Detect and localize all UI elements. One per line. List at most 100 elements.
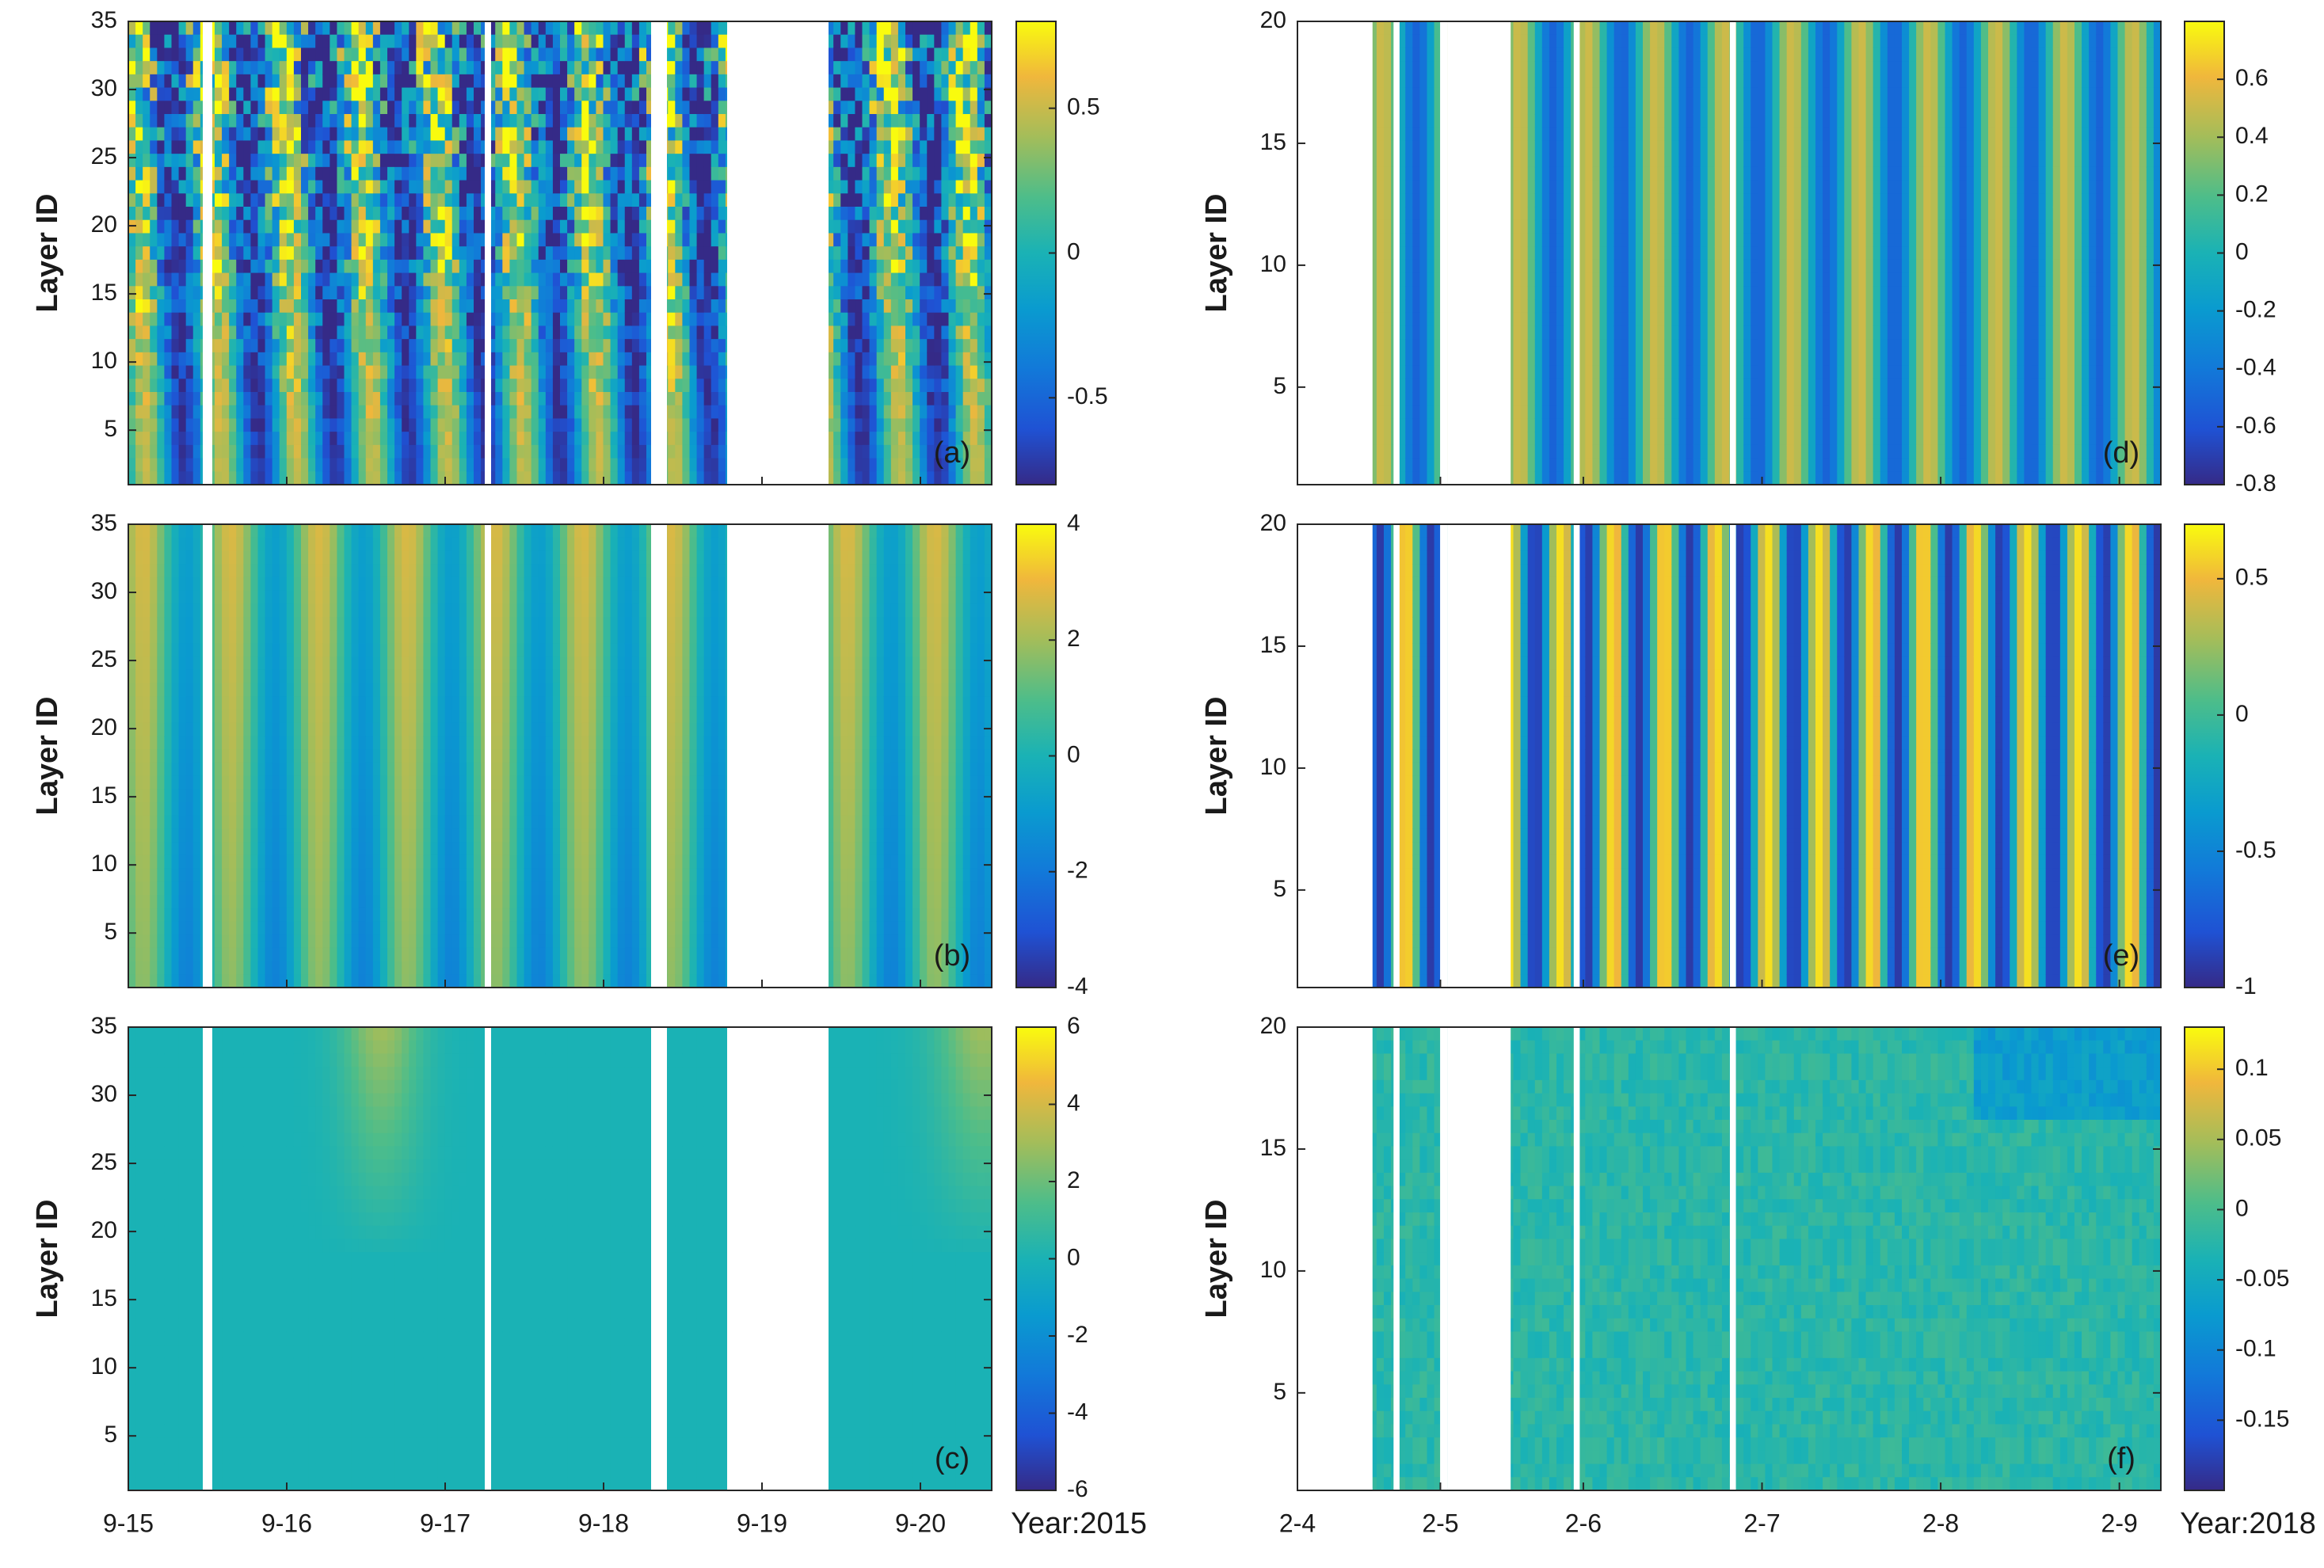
- heatmap-cell: [265, 802, 273, 816]
- heatmap-cell: [178, 74, 187, 89]
- heatmap-cell: [531, 246, 539, 261]
- heatmap-cell: [970, 166, 978, 181]
- heatmap-cell: [243, 524, 252, 539]
- heatmap-cell: [243, 828, 252, 843]
- heatmap-cell: [567, 259, 575, 274]
- heatmap-cell: [143, 815, 150, 830]
- heatmap-cell: [236, 749, 244, 763]
- heatmap-cell: [178, 736, 187, 750]
- heatmap-cell: [524, 418, 532, 432]
- heatmap-cell: [358, 154, 367, 168]
- heatmap-cell: [970, 193, 978, 207]
- heatmap-cell: [509, 405, 518, 420]
- heatmap-cell: [638, 259, 647, 274]
- heatmap-cell: [977, 432, 985, 446]
- heatmap-cell: [466, 34, 474, 49]
- heatmap-cell: [876, 432, 885, 446]
- heatmap-cell: [920, 325, 928, 340]
- heatmap-cell: [840, 444, 848, 459]
- heatmap-cell: [229, 657, 237, 671]
- heatmap-cell: [215, 259, 223, 274]
- heatmap-cell: [322, 286, 330, 300]
- heatmap-cell: [955, 246, 964, 261]
- heatmap-cell: [222, 48, 230, 62]
- heatmap-cell: [970, 312, 978, 327]
- heatmap-cell: [848, 101, 856, 115]
- heatmap-cell: [135, 180, 143, 194]
- heatmap-cell: [531, 458, 539, 472]
- heatmap-cell: [250, 974, 259, 988]
- heatmap-cell: [912, 48, 920, 62]
- heatmap-cell: [171, 286, 180, 300]
- heatmap-cell: [596, 101, 604, 115]
- heatmap-cell: [869, 101, 878, 115]
- heatmap-cell: [596, 21, 604, 36]
- heatmap-cell: [927, 286, 935, 300]
- heatmap-cell: [897, 432, 906, 446]
- heatmap-cell: [279, 392, 288, 406]
- heatmap-cell: [912, 312, 920, 327]
- heatmap-cell: [128, 669, 136, 684]
- heatmap-cell: [322, 193, 330, 207]
- heatmap-cell: [164, 272, 173, 287]
- heatmap-cell: [912, 61, 920, 75]
- heatmap-cell: [279, 154, 288, 168]
- heatmap-cell: [675, 207, 684, 221]
- heatmap-cell: [668, 286, 676, 300]
- heatmap-cell: [675, 392, 684, 406]
- heatmap-cell: [322, 180, 330, 194]
- heatmap-cell: [524, 246, 532, 261]
- heatmap-cell: [423, 101, 432, 115]
- heatmap-cell: [876, 114, 885, 128]
- heatmap-cell: [286, 74, 295, 89]
- heatmap-cell: [912, 418, 920, 432]
- heatmap-cell: [372, 405, 381, 420]
- heatmap-cell: [495, 471, 503, 485]
- heatmap-cell: [265, 617, 273, 631]
- heatmap-cell: [668, 219, 676, 234]
- heatmap-cell: [272, 286, 280, 300]
- heatmap-cell: [668, 352, 676, 367]
- heatmap-cell: [459, 272, 467, 287]
- heatmap-cell: [215, 166, 223, 181]
- heatmap-cell: [927, 339, 935, 353]
- heatmap-cell: [157, 524, 166, 539]
- heatmap-cell: [222, 577, 230, 592]
- heatmap-cell: [265, 432, 273, 446]
- heatmap-cell: [222, 233, 230, 247]
- heatmap-cell: [545, 21, 554, 36]
- heatmap-cell: [337, 127, 345, 142]
- heatmap-cell: [402, 286, 410, 300]
- heatmap-cell: [869, 87, 878, 101]
- heatmap-cell: [192, 802, 201, 816]
- heatmap-cell: [128, 828, 136, 843]
- heatmap-cell: [596, 207, 604, 221]
- heatmap-cell: [624, 87, 633, 101]
- heatmap-cell: [236, 669, 244, 684]
- heatmap-cell: [984, 392, 992, 406]
- heatmap-cell: [538, 21, 547, 36]
- heatmap-cell: [387, 166, 395, 181]
- heatmap-cell: [143, 643, 150, 657]
- heatmap-cell: [984, 180, 992, 194]
- heatmap-cell: [955, 299, 964, 314]
- heatmap-cell: [840, 272, 848, 287]
- heatmap-cell: [387, 219, 395, 234]
- heatmap-cell: [516, 339, 525, 353]
- heatmap-cell: [962, 444, 971, 459]
- heatmap-cell: [337, 405, 345, 420]
- heatmap-cell: [402, 432, 410, 446]
- heatmap-cell: [682, 339, 691, 353]
- heatmap-cell: [883, 61, 892, 75]
- heatmap-cell: [286, 471, 295, 485]
- heatmap-cell: [365, 246, 374, 261]
- heatmap-cell: [215, 789, 223, 803]
- heatmap-cell: [509, 34, 518, 49]
- heatmap-cell: [265, 947, 273, 962]
- heatmap-cell: [883, 180, 892, 194]
- heatmap-cell: [265, 577, 273, 592]
- heatmap-cell: [970, 471, 978, 485]
- heatmap-cell: [638, 233, 647, 247]
- heatmap-cell: [215, 272, 223, 287]
- heatmap-cell: [876, 233, 885, 247]
